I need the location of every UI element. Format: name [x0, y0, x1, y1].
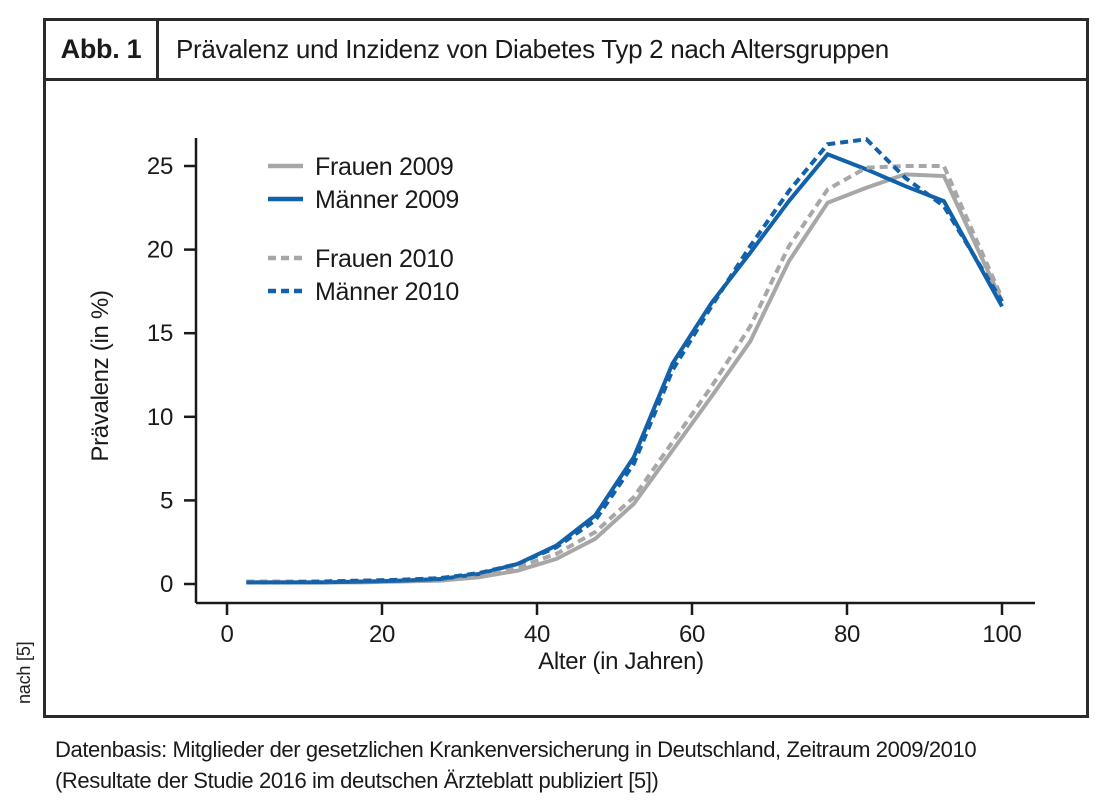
x-tick-label: 100	[982, 621, 1021, 648]
y-tick-label: 20	[147, 237, 173, 264]
source-note: nach [5]	[14, 641, 34, 704]
chart-canvas: Alter (in Jahren) Prävalenz (in %) 0 20 40…	[87, 137, 1035, 675]
legend-label: Männer 2009	[315, 186, 459, 214]
caption-line-2: (Resultate der Studie 2016 im deutschen …	[55, 768, 659, 793]
y-tick-label: 10	[147, 404, 173, 431]
figure-box: Abb. 1 Prävalenz und Inzidenz von Diabet…	[43, 18, 1089, 718]
y-axis-title: Prävalenz (in %)	[87, 290, 114, 461]
series-line-frauen-2010	[246, 164, 1004, 584]
figure-label: Abb. 1	[46, 21, 159, 78]
x-tick-label: 60	[679, 621, 705, 648]
x-axis-title: Alter (in Jahren)	[538, 648, 704, 675]
y-tick-label: 25	[147, 153, 173, 180]
figure-title: Prävalenz und Inzidenz von Diabetes Typ …	[176, 34, 889, 64]
x-tick-label: 20	[369, 621, 395, 648]
series-line-frauen-2009	[246, 172, 1004, 585]
x-tick-label: 80	[834, 621, 860, 648]
y-tick-label: 15	[147, 320, 173, 347]
legend-label: Männer 2010	[315, 278, 459, 306]
series-line-m-nner-2009	[246, 151, 1004, 585]
caption-line-1: Datenbasis: Mitglieder der gesetzlichen …	[55, 737, 977, 762]
series-line-m-nner-2010	[246, 137, 1004, 585]
chart-area: Alter (in Jahren) Prävalenz (in %) 0 20 40…	[46, 81, 1086, 715]
legend-label: Frauen 2009	[315, 153, 453, 181]
figure-caption: Datenbasis: Mitglieder der gesetzlichen …	[55, 734, 977, 796]
y-tick-label: 0	[160, 571, 173, 598]
y-tick-label: 5	[160, 487, 173, 514]
x-tick-label: 40	[524, 621, 550, 648]
legend-label: Frauen 2010	[315, 245, 453, 273]
figure-header: Abb. 1 Prävalenz und Inzidenz von Diabet…	[46, 21, 1086, 81]
x-tick-label: 0	[220, 621, 233, 648]
